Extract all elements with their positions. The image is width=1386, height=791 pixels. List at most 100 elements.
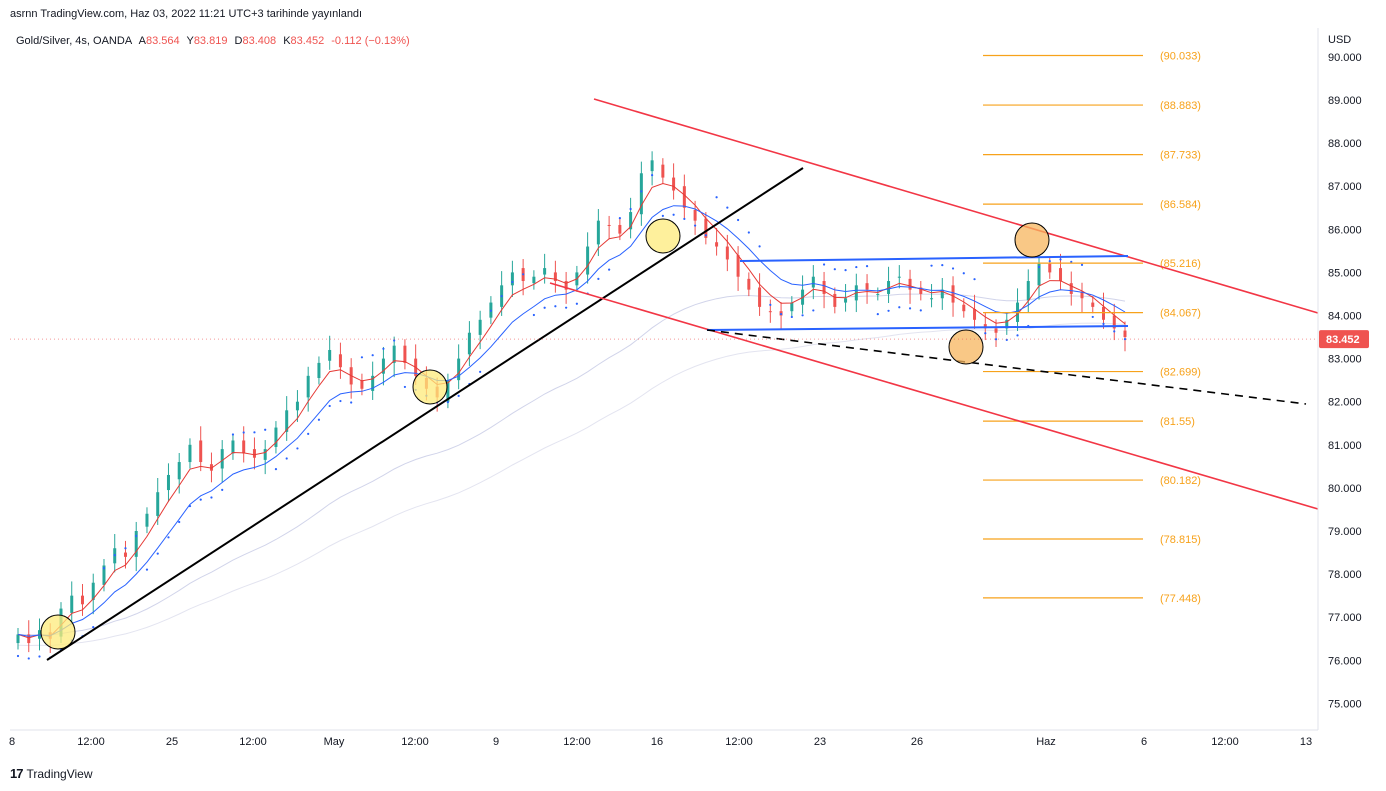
candle-body	[295, 401, 299, 411]
candle-body	[274, 427, 278, 447]
candle	[532, 270, 536, 290]
ma-slowest-line	[17, 322, 1126, 647]
candle	[586, 232, 590, 284]
candle	[876, 287, 880, 301]
sar-dot	[672, 213, 675, 216]
candle	[715, 228, 719, 256]
candle	[768, 299, 772, 323]
candle-body	[951, 285, 955, 303]
sar-dot	[210, 496, 213, 499]
highlight-circle	[40, 614, 76, 650]
sar-dot	[16, 654, 20, 658]
sar-dot	[221, 488, 224, 491]
low-value: 83.408	[242, 35, 277, 47]
highlight-circle	[412, 369, 448, 405]
sar-dot	[984, 332, 987, 335]
time-tick-label: 25	[166, 736, 178, 748]
candle-body	[145, 513, 149, 527]
tradingview-logo-icon: 17	[10, 766, 24, 781]
candle	[306, 366, 310, 412]
candle	[1037, 254, 1041, 300]
sar-dot	[715, 196, 718, 199]
price-tick-label: 88.000	[1328, 138, 1362, 150]
sar-dot	[532, 313, 535, 317]
time-tick-label: 12:00	[77, 736, 105, 748]
price-tick-label: 82.000	[1328, 397, 1362, 409]
ema-slow-line	[17, 205, 1126, 637]
symbol-name[interactable]: Gold/Silver, 4s, OANDA	[16, 35, 133, 47]
candle-body	[607, 224, 611, 226]
candle-body	[371, 375, 375, 391]
close-value: 83.452	[290, 35, 325, 47]
sar-dot	[188, 504, 192, 508]
dashed-support-line	[706, 329, 1307, 405]
price-tick-label: 89.000	[1328, 95, 1362, 107]
sar-dot	[403, 385, 407, 389]
time-tick-label: 9	[493, 736, 499, 748]
sar-dot	[919, 309, 922, 312]
candle-body	[1102, 306, 1106, 320]
candle-body	[392, 345, 396, 363]
candle-body	[682, 186, 686, 208]
fib-level-label: (84.067)	[1160, 308, 1201, 320]
candle	[16, 627, 20, 650]
sar-dot	[618, 217, 621, 220]
time-tick-label: 16	[651, 736, 663, 748]
sar-dot	[522, 273, 525, 276]
candle-body	[403, 345, 407, 363]
sar-dot	[769, 303, 772, 307]
candle	[166, 463, 170, 502]
candle-body	[166, 474, 170, 491]
candle-body	[80, 595, 84, 605]
fib-level-label: (78.815)	[1160, 534, 1201, 546]
sar-dot	[27, 657, 30, 660]
candle	[403, 339, 407, 370]
candle-body	[177, 462, 181, 480]
drawings-layer[interactable]	[40, 98, 1319, 661]
candle-body	[811, 276, 815, 288]
candle-body	[188, 444, 192, 463]
sar-dot	[855, 265, 858, 269]
currency-label[interactable]: USD	[1328, 34, 1352, 46]
candle	[822, 271, 826, 309]
candle-body	[27, 634, 31, 644]
sar-dot	[790, 315, 793, 319]
candle	[113, 534, 117, 573]
candle	[295, 390, 299, 422]
axes[interactable]: 90.000 89.000 88.000 87.000 86.000 85.000 84.0…	[9, 28, 1369, 748]
candle-body	[768, 311, 772, 313]
fib-level-label: (90.033)	[1160, 50, 1201, 62]
candle-body	[704, 218, 708, 238]
candle-body	[919, 287, 923, 294]
price-tick-label: 79.000	[1328, 526, 1362, 538]
sar-dot	[145, 568, 149, 571]
candle-body	[693, 209, 697, 221]
sar-dot	[1048, 260, 1051, 263]
parabolic-sar	[16, 174, 1127, 660]
candle-body	[231, 440, 235, 454]
sar-dot	[253, 431, 256, 434]
fib-level-label: (77.448)	[1160, 593, 1201, 605]
candle	[779, 302, 783, 330]
publication-info: asrnn TradingView.com, Haz 03, 2022 11:2…	[10, 8, 363, 20]
last-price-tag	[1319, 330, 1369, 349]
candle-body	[553, 272, 557, 282]
candle	[510, 260, 514, 297]
candle-body	[328, 349, 332, 361]
candle-body	[908, 278, 912, 290]
sar-dot	[511, 280, 514, 284]
candle-body	[306, 375, 310, 398]
sar-dot	[747, 231, 750, 234]
candle	[134, 521, 138, 572]
candle	[392, 336, 396, 378]
sar-dot	[908, 307, 912, 310]
candle-body	[639, 173, 643, 215]
sar-dot	[930, 264, 933, 267]
tradingview-logo[interactable]: 17 TradingView	[10, 766, 93, 781]
candle-body	[510, 272, 514, 286]
fibonacci-levels[interactable]: (90.033) (88.883) (87.733) (86.584) (85.216)…	[983, 50, 1201, 605]
price-tick-label: 87.000	[1328, 181, 1362, 193]
open-value: 83.564	[145, 35, 180, 47]
candle	[887, 266, 891, 304]
